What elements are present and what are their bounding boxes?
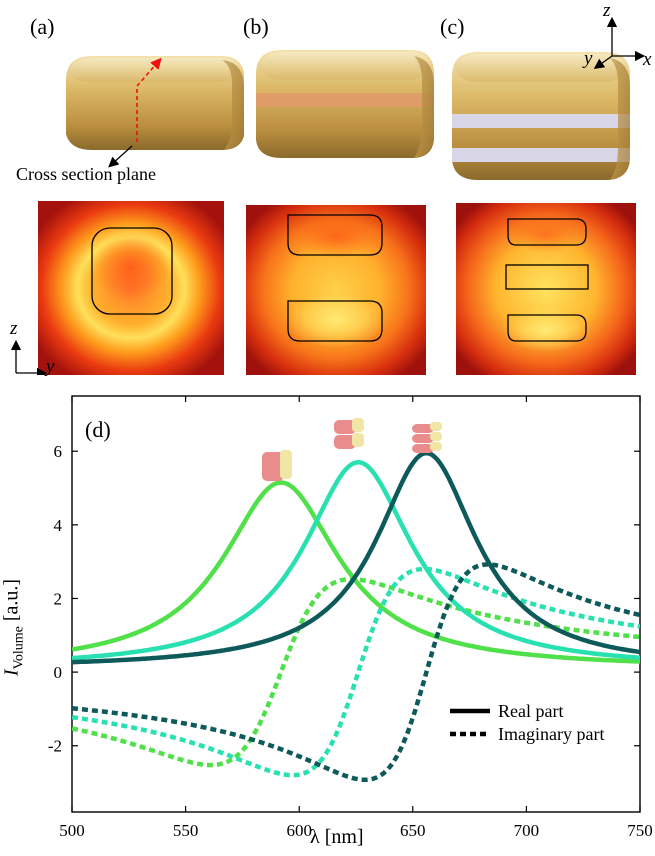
x-tick-label: 750 [627, 821, 653, 840]
field-maps [10, 201, 636, 375]
x-tick-label: 500 [59, 821, 85, 840]
x-tick-label: 550 [173, 821, 199, 840]
cross-section-annotation: Cross section plane [16, 164, 156, 184]
y-tick-label: 0 [54, 663, 63, 682]
spectrum-chart: 500 550 600 650 700 750 -2 0 2 4 6 [48, 395, 653, 840]
icon-rod-c [412, 422, 442, 453]
cross-section-plane-marker [136, 57, 162, 142]
panel-d-label: (d) [85, 417, 111, 442]
imag-curve-c [72, 562, 640, 783]
y-tick-label: 4 [54, 516, 63, 535]
rods-illustration [66, 16, 646, 180]
rod-c [452, 52, 630, 180]
curves-group [72, 450, 640, 783]
axis3d-x-label: x [643, 49, 652, 70]
imag-curve-b [72, 566, 640, 778]
rod-b [256, 50, 434, 158]
real-curve-c [72, 450, 640, 665]
x-axis-title: λ [nm] [310, 826, 364, 848]
y-axis-unit: [a.u.] [0, 578, 23, 627]
field-map-c [456, 203, 636, 375]
y-axis-subscript: Volume [11, 626, 27, 670]
icon-rod-b [334, 418, 364, 449]
axes-2d-icon [10, 339, 48, 375]
y-tick-label: 2 [54, 589, 63, 608]
axis3d-z-label: z [603, 0, 611, 21]
plot-frame [71, 395, 641, 813]
panel-a-label: (a) [30, 14, 55, 39]
y-axis-symbol: I [0, 669, 23, 677]
real-curve-b [72, 460, 640, 661]
icon-rod-a [262, 450, 292, 481]
x-tick-label: 600 [286, 821, 312, 840]
x-tick-label: 700 [514, 821, 540, 840]
axis2d-y-label: y [46, 356, 55, 377]
y-tick-label: -2 [48, 737, 62, 756]
panel-c-label: (c) [440, 14, 465, 39]
y-axis-title: IVolume [a.u.] [1, 548, 28, 708]
real-curve-a [72, 480, 640, 664]
axis2d-z-label: z [10, 318, 18, 339]
rod-a [66, 56, 244, 168]
legend-real-label: Real part [498, 701, 564, 721]
legend-imag-label: Imaginary part [498, 724, 605, 744]
panel-b-label: (b) [243, 14, 269, 39]
field-map-b [246, 205, 426, 375]
field-map-a [38, 201, 224, 375]
y-tick-label: 6 [54, 442, 63, 461]
x-tick-label: 650 [400, 821, 426, 840]
imag-curve-a [72, 576, 640, 768]
axis3d-y-label: y [584, 48, 593, 69]
axes-3d-icon [593, 16, 646, 70]
